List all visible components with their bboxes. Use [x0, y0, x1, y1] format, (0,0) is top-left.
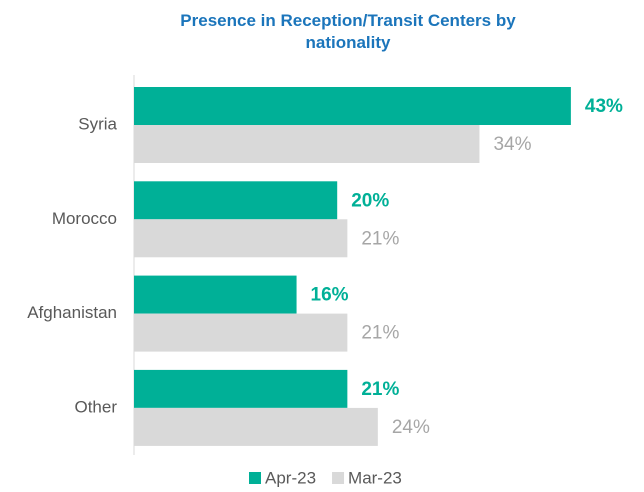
- legend-swatch: [332, 472, 345, 484]
- data-label: 16%: [311, 285, 349, 306]
- data-label: 34%: [493, 134, 531, 155]
- data-label: 20%: [351, 190, 389, 211]
- bar: [134, 369, 348, 408]
- y-tick-label: Morocco: [52, 209, 117, 228]
- chart-title: Presence in Reception/Transit Centers by…: [180, 11, 516, 52]
- legend-swatch: [249, 472, 261, 484]
- bar: [134, 219, 348, 258]
- data-label: 21%: [361, 323, 399, 344]
- y-tick-label: Other: [74, 397, 117, 416]
- bar: [134, 87, 571, 125]
- data-label: 21%: [361, 228, 399, 249]
- bar: [134, 181, 338, 220]
- data-label: 21%: [361, 379, 399, 400]
- bar: [134, 313, 348, 352]
- data-label: 43%: [585, 96, 623, 117]
- legend-label: Apr-23: [265, 468, 316, 487]
- bar: [134, 275, 297, 314]
- bar: [134, 125, 480, 163]
- bar: [134, 407, 378, 446]
- y-tick-label: Syria: [78, 114, 117, 133]
- y-tick-label: Afghanistan: [27, 303, 117, 322]
- data-label: 24%: [392, 417, 430, 438]
- legend-label: Mar-23: [348, 468, 402, 487]
